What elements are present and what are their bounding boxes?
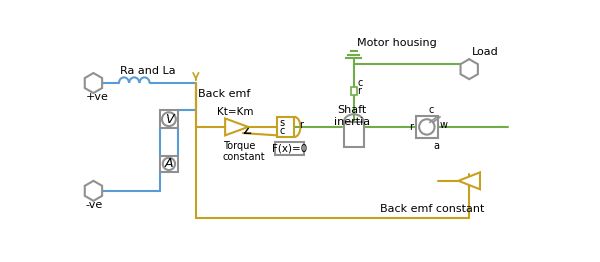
Text: A: A xyxy=(164,157,173,170)
Polygon shape xyxy=(461,59,478,79)
Text: r: r xyxy=(409,122,413,132)
Circle shape xyxy=(419,119,434,135)
Text: Load: Load xyxy=(472,47,499,57)
Text: +ve: +ve xyxy=(86,92,109,102)
Text: a: a xyxy=(433,141,439,151)
Polygon shape xyxy=(225,118,248,135)
Text: Back emf: Back emf xyxy=(198,89,251,99)
Bar xyxy=(344,122,364,147)
Text: r: r xyxy=(358,86,362,96)
Circle shape xyxy=(162,112,176,126)
Text: Torque
constant: Torque constant xyxy=(223,141,265,162)
Text: Kt=Km: Kt=Km xyxy=(217,107,253,117)
Polygon shape xyxy=(85,181,102,201)
Text: F(x)=0: F(x)=0 xyxy=(272,144,307,154)
Bar xyxy=(160,110,178,128)
Text: Ra and La: Ra and La xyxy=(121,66,176,76)
Text: w: w xyxy=(439,120,447,130)
Circle shape xyxy=(163,158,175,170)
Bar xyxy=(350,87,357,95)
Bar xyxy=(416,116,437,138)
Text: s: s xyxy=(279,118,284,128)
Text: Motor housing: Motor housing xyxy=(357,38,437,48)
Bar xyxy=(160,156,178,172)
Text: r: r xyxy=(299,120,303,130)
Bar xyxy=(275,142,304,155)
Text: -ve: -ve xyxy=(86,200,103,210)
Text: c: c xyxy=(279,126,284,136)
Text: c: c xyxy=(428,105,434,114)
Text: V: V xyxy=(164,113,173,126)
Polygon shape xyxy=(458,172,480,189)
Bar xyxy=(277,117,295,137)
Text: c: c xyxy=(358,78,363,88)
Polygon shape xyxy=(85,73,102,93)
Text: Shaft
inertia: Shaft inertia xyxy=(334,105,370,127)
Text: Back emf constant: Back emf constant xyxy=(380,204,485,214)
